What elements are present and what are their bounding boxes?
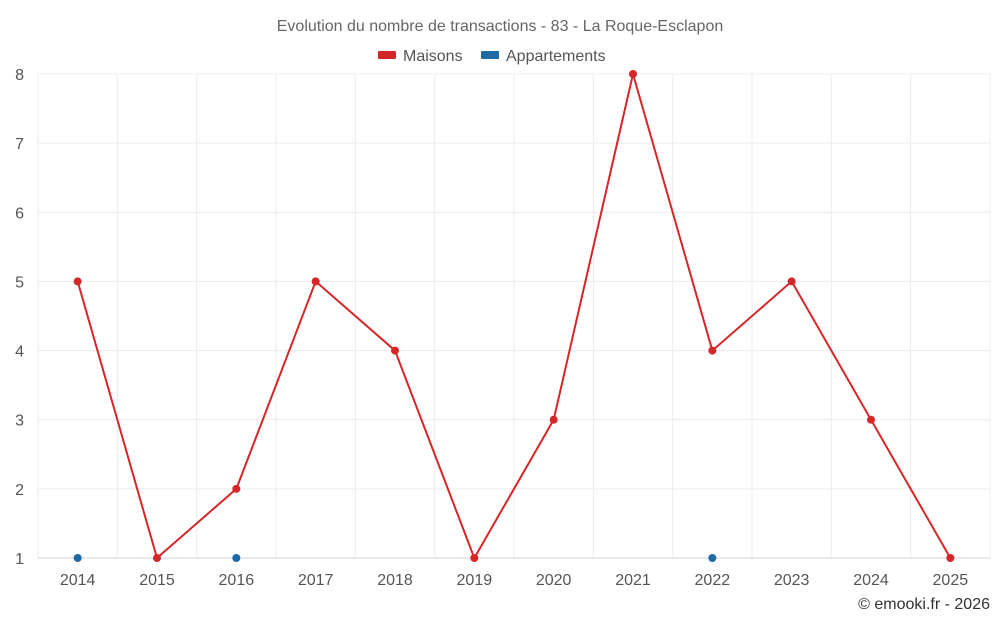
chart-title: Evolution du nombre de transactions - 83… <box>277 18 723 35</box>
x-axis: 2014 2015 2016 2017 2018 2019 2020 2021 2022 2023… <box>38 557 990 589</box>
y-tick-label: 5 <box>15 274 24 291</box>
series-line-maisons <box>76 73 952 561</box>
legend-item-maisons[interactable]: Maisons <box>378 48 463 65</box>
data-point-maisons[interactable] <box>73 277 82 286</box>
legend: Maisons Appartements <box>378 48 606 65</box>
x-tick-label: 2022 <box>695 572 731 589</box>
x-tick-label: 2024 <box>853 572 889 589</box>
legend-label-maisons: Maisons <box>403 48 463 65</box>
x-tick-label: 2018 <box>377 572 413 589</box>
y-tick-label: 2 <box>15 482 24 499</box>
legend-swatch-maisons <box>378 51 396 59</box>
x-tick-label: 2020 <box>536 572 572 589</box>
data-point-maisons[interactable] <box>708 346 717 355</box>
data-point-maisons[interactable] <box>629 70 637 78</box>
y-tick-label: 1 <box>15 551 24 568</box>
data-point-maisons[interactable] <box>549 415 558 424</box>
data-point-maisons[interactable] <box>232 484 241 493</box>
data-point-maisons[interactable] <box>153 554 161 562</box>
x-tick-label: 2025 <box>933 572 969 589</box>
data-point-maisons[interactable] <box>470 554 479 562</box>
y-tick-label: 4 <box>15 344 24 361</box>
x-tick-label: 2019 <box>457 572 493 589</box>
y-axis: 1 2 3 4 5 6 7 8 <box>15 67 24 568</box>
x-tick-label: 2023 <box>774 572 810 589</box>
legend-item-appartements[interactable]: Appartements <box>481 48 606 65</box>
data-point-maisons[interactable] <box>311 277 320 286</box>
legend-swatch-appartements <box>481 51 499 59</box>
x-tick-label: 2016 <box>219 572 255 589</box>
y-tick-label: 6 <box>15 205 24 222</box>
x-tick-label: 2021 <box>615 572 651 589</box>
grid <box>37 73 991 559</box>
y-tick-label: 3 <box>15 413 24 430</box>
y-tick-label: 8 <box>15 67 24 84</box>
x-tick-label: 2015 <box>139 572 175 589</box>
data-point-appartements[interactable] <box>73 554 82 562</box>
data-point-appartements[interactable] <box>708 554 717 562</box>
x-tick-label: 2017 <box>298 572 334 589</box>
credit: © emooki.fr - 2026 <box>858 596 990 613</box>
y-tick-label: 7 <box>15 136 24 153</box>
data-point-maisons[interactable] <box>391 346 399 355</box>
data-point-maisons[interactable] <box>787 277 796 286</box>
x-tick-label: 2014 <box>60 572 96 589</box>
data-point-maisons[interactable] <box>867 415 875 424</box>
legend-label-appartements: Appartements <box>506 48 606 65</box>
series-layer <box>73 70 955 562</box>
data-point-appartements[interactable] <box>232 554 241 562</box>
data-point-maisons[interactable] <box>946 554 955 562</box>
